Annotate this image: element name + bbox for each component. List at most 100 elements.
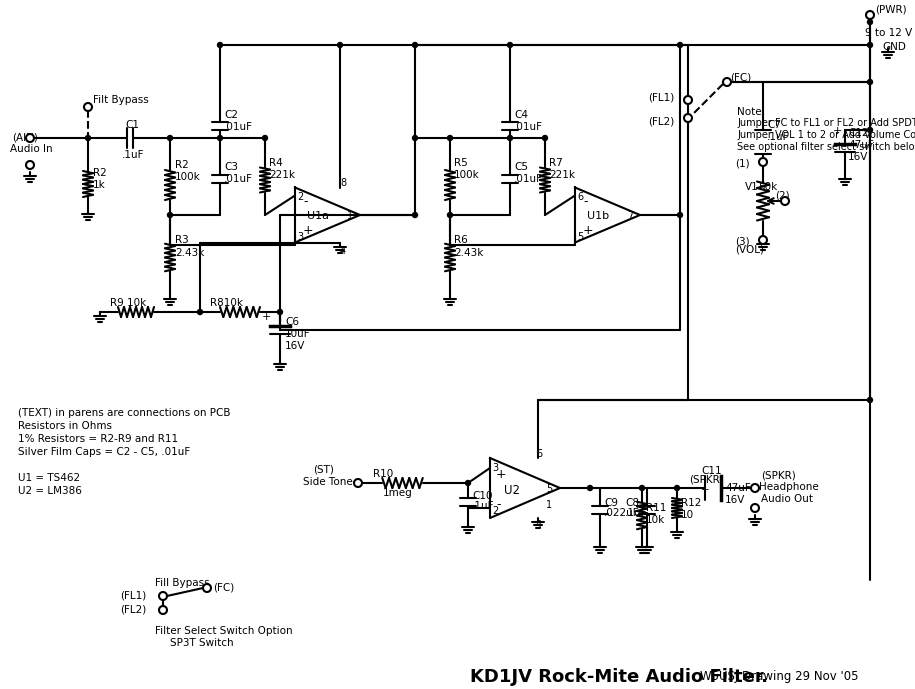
Text: 2.43k: 2.43k [175, 248, 204, 258]
Text: .01uF: .01uF [514, 122, 543, 132]
Circle shape [677, 212, 683, 218]
Circle shape [167, 136, 173, 141]
Text: Audio In: Audio In [10, 144, 53, 154]
Circle shape [263, 136, 267, 141]
Text: 6: 6 [577, 192, 583, 201]
Circle shape [867, 79, 873, 85]
Text: R6: R6 [454, 235, 468, 245]
Text: .1uF: .1uF [625, 508, 648, 518]
Text: U2: U2 [504, 484, 520, 497]
Text: 4: 4 [536, 520, 542, 530]
Text: 8: 8 [340, 178, 346, 187]
Circle shape [684, 114, 692, 122]
Text: +: + [583, 225, 594, 238]
Text: .01uF: .01uF [224, 174, 253, 184]
Circle shape [218, 136, 222, 141]
Circle shape [508, 136, 512, 141]
Text: R12: R12 [681, 498, 702, 508]
Text: 6: 6 [536, 449, 542, 459]
Text: Filt Bypass: Filt Bypass [93, 95, 149, 105]
Circle shape [413, 212, 417, 218]
Text: W5USJ Drawing 29 Nov '05: W5USJ Drawing 29 Nov '05 [700, 670, 858, 683]
Text: 221k: 221k [549, 170, 575, 180]
Circle shape [543, 136, 547, 141]
Text: 3: 3 [297, 232, 303, 242]
Text: U1 = TS462: U1 = TS462 [18, 473, 81, 483]
Text: (AIN): (AIN) [12, 132, 38, 142]
Text: 100k: 100k [454, 170, 479, 180]
Text: C9: C9 [604, 498, 618, 508]
Circle shape [167, 212, 173, 218]
Text: 2: 2 [297, 192, 303, 201]
Circle shape [867, 127, 873, 132]
Text: +: + [303, 225, 314, 238]
Text: Jumper VOL 1 to 2 or Add Volume Control: Jumper VOL 1 to 2 or Add Volume Control [737, 130, 915, 140]
Circle shape [751, 484, 759, 492]
Text: 50k: 50k [758, 182, 777, 192]
Circle shape [751, 504, 759, 512]
Text: -: - [583, 196, 587, 209]
Circle shape [413, 43, 417, 48]
Text: C7: C7 [767, 120, 781, 130]
Text: (1): (1) [735, 158, 749, 168]
Text: GND: GND [882, 42, 906, 52]
Text: C11: C11 [701, 466, 722, 476]
Circle shape [198, 309, 202, 314]
Circle shape [640, 486, 644, 491]
Circle shape [218, 43, 222, 48]
Circle shape [508, 43, 512, 48]
Text: 47uF: 47uF [725, 483, 750, 493]
Circle shape [587, 486, 593, 491]
Text: Note:: Note: [737, 107, 765, 117]
Text: 16V: 16V [725, 495, 746, 505]
Text: +: + [701, 485, 710, 495]
Text: R810k: R810k [210, 298, 243, 308]
Text: .01uF: .01uF [514, 174, 543, 184]
Text: C1: C1 [125, 120, 139, 130]
Text: R2: R2 [93, 168, 107, 178]
Text: Jumper FC to FL1 or FL2 or Add SPDT Switch: Jumper FC to FL1 or FL2 or Add SPDT Swit… [737, 118, 915, 128]
Text: 100k: 100k [175, 172, 200, 182]
Text: Fill Bypass: Fill Bypass [155, 578, 210, 588]
Circle shape [759, 158, 767, 166]
Circle shape [85, 136, 91, 141]
Text: (FL1): (FL1) [648, 92, 674, 102]
Text: R7: R7 [549, 158, 563, 168]
Circle shape [26, 161, 34, 169]
Circle shape [723, 78, 731, 86]
Text: 7: 7 [627, 211, 633, 221]
Circle shape [759, 236, 767, 244]
Text: +: + [496, 468, 507, 481]
Circle shape [867, 398, 873, 402]
Text: C3: C3 [224, 162, 238, 172]
Circle shape [867, 19, 873, 25]
Text: 1% Resistors = R2-R9 and R11: 1% Resistors = R2-R9 and R11 [18, 434, 178, 444]
Text: R2: R2 [175, 160, 188, 170]
Text: C12: C12 [848, 128, 868, 138]
Text: 10uF: 10uF [285, 329, 310, 339]
Text: KD1JV Rock-Mite Audio Filter.: KD1JV Rock-Mite Audio Filter. [470, 668, 768, 686]
Text: (2): (2) [775, 190, 790, 200]
Text: (TEXT) in parens are connections on PCB: (TEXT) in parens are connections on PCB [18, 408, 231, 418]
Text: 3: 3 [492, 463, 498, 473]
Text: -: - [303, 196, 307, 209]
Circle shape [867, 43, 873, 48]
Text: (FL2): (FL2) [648, 116, 674, 126]
Circle shape [447, 212, 453, 218]
Text: (FC): (FC) [213, 582, 234, 592]
Text: .1uF: .1uF [472, 501, 494, 511]
Text: 1k: 1k [93, 180, 106, 190]
Text: R3: R3 [175, 235, 188, 245]
Text: (VOL): (VOL) [735, 244, 764, 254]
Text: .01uF: .01uF [224, 122, 253, 132]
Text: .1uF: .1uF [122, 150, 145, 160]
Text: (FL1): (FL1) [120, 590, 146, 600]
Circle shape [26, 134, 34, 142]
Text: R11: R11 [646, 503, 666, 513]
Text: U2 = LM386: U2 = LM386 [18, 486, 81, 496]
Text: R9 10k: R9 10k [110, 298, 146, 308]
Text: R10: R10 [373, 469, 393, 479]
Circle shape [677, 43, 683, 48]
Text: +: + [262, 312, 272, 322]
Text: 1: 1 [546, 500, 552, 510]
